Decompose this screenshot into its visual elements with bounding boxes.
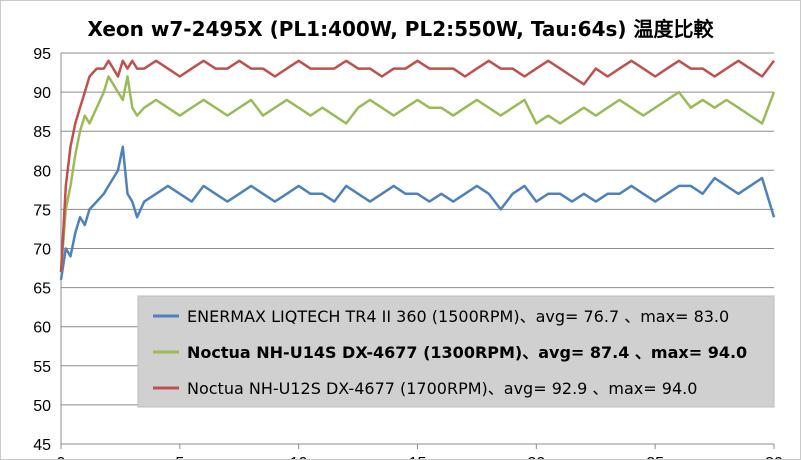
x-tick-label: 20	[527, 455, 545, 460]
y-tick-label: 75	[33, 202, 51, 219]
y-tick-label: 80	[33, 163, 51, 180]
axes: 45 50 55 60 65 70 75 80 85 90 95 0 5 10 15 20 25 30	[33, 46, 783, 460]
x-tick-label: 5	[175, 455, 184, 460]
legend-entry-label: Noctua NH-U12S DX-4677 (1700RPM)、avg= 92…	[187, 379, 697, 398]
x-tick-label: 10	[290, 455, 308, 460]
series-line-1	[59, 145, 776, 280]
x-tick-label: 30	[765, 455, 783, 460]
series-lines	[59, 59, 776, 280]
legend-entry-label: ENERMAX LIQTECH TR4 II 360 (1500RPM)、avg…	[187, 307, 729, 326]
y-tick-label: 60	[33, 320, 51, 337]
y-tick-label: 50	[33, 398, 51, 415]
series-line-3	[59, 59, 775, 273]
y-tick-label: 90	[33, 85, 51, 102]
chart-title: Xeon w7-2495X (PL1:400W, PL2:550W, Tau:6…	[87, 17, 714, 41]
x-tick-label: 25	[646, 455, 664, 460]
x-tick-label: 15	[409, 455, 427, 460]
y-tick-label: 65	[33, 281, 51, 298]
legend-box	[137, 295, 775, 408]
series-line-2	[59, 75, 776, 273]
y-tick-label: 55	[33, 359, 51, 376]
y-tick-label: 85	[33, 124, 51, 141]
y-tick-label: 45	[33, 437, 51, 454]
y-tick-label: 70	[33, 242, 51, 259]
legend: ENERMAX LIQTECH TR4 II 360 (1500RPM)、avg…	[137, 295, 775, 408]
legend-entry-label: Noctua NH-U14S DX-4677 (1300RPM)、avg= 87…	[187, 343, 747, 362]
y-tick-label: 95	[33, 46, 51, 63]
x-tick-label: 0	[57, 455, 66, 460]
